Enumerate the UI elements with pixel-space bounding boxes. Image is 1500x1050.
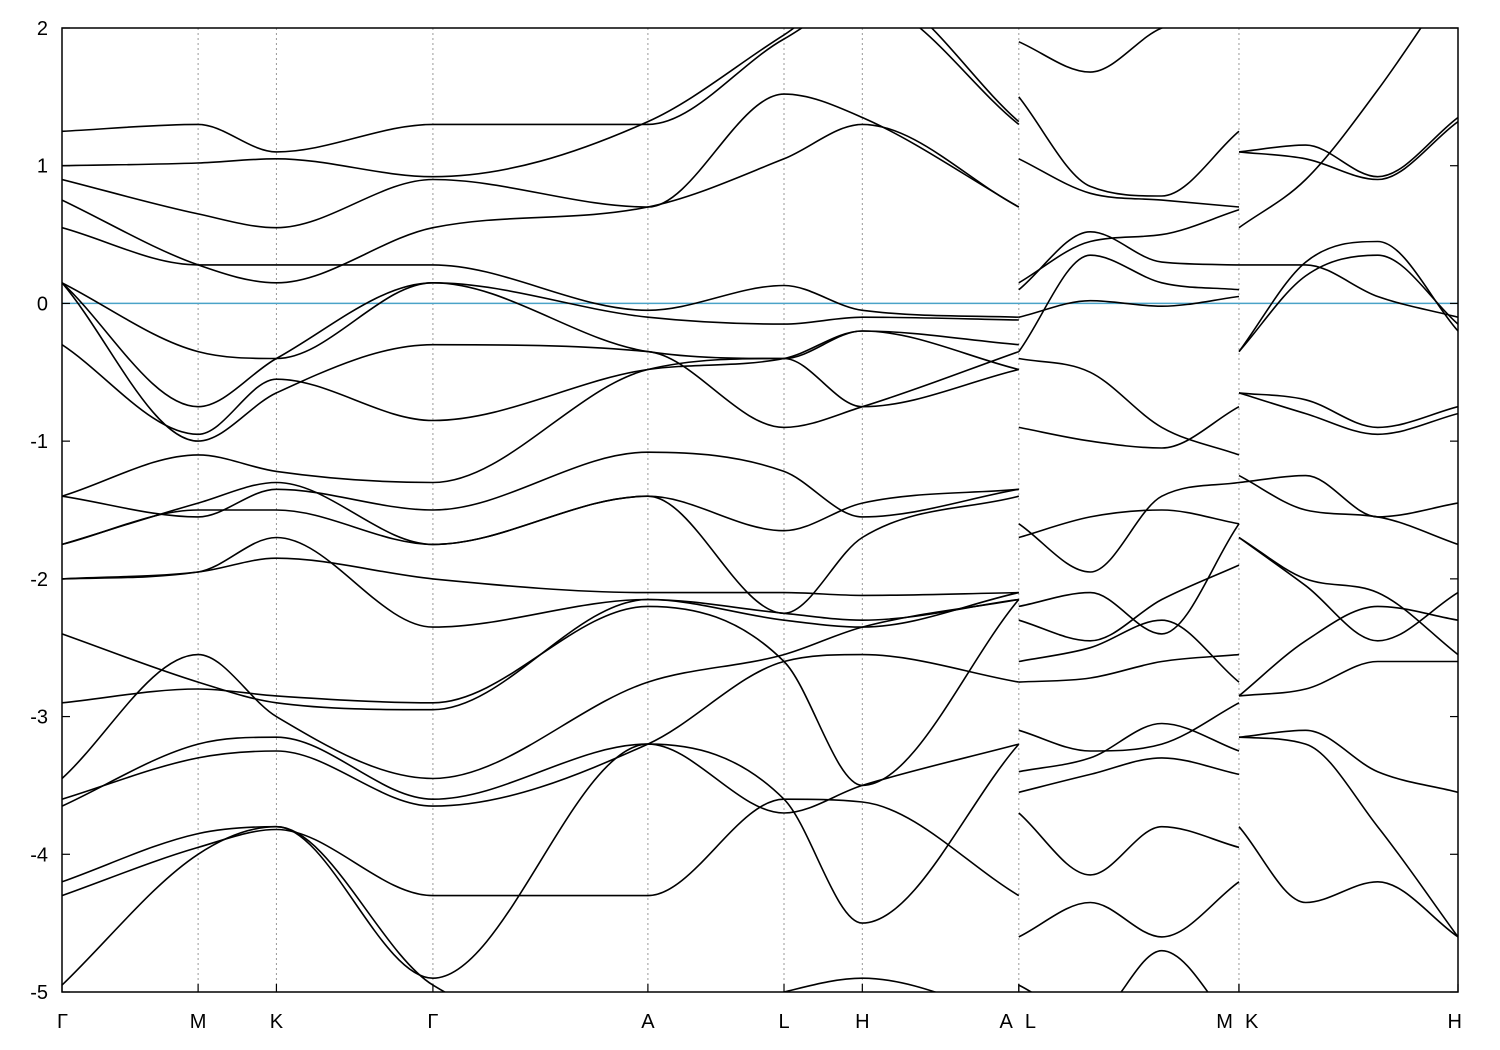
band-line-s0-b18 — [62, 226, 1019, 318]
band-line-s2-b13 — [1239, 264, 1458, 318]
band-line-s1-b19 — [1018, 96, 1240, 197]
band-line-s1-b13 — [1018, 357, 1240, 456]
band-line-s1-b11 — [1018, 481, 1240, 573]
band-line-s1-b12 — [1018, 405, 1240, 449]
band-line-s1-b7 — [1018, 619, 1240, 683]
kpoint-label: H — [855, 1011, 869, 1033]
band-line-s2-b2 — [1238, 729, 1458, 794]
band-line-s0-b2 — [62, 743, 1020, 980]
band-line-s0-b8 — [62, 557, 1019, 597]
y-tick-label: -1 — [30, 431, 48, 453]
kpoint-label: K — [270, 1011, 284, 1033]
band-line-s2-b9 — [1238, 392, 1458, 429]
band-line-s1-b15 — [1018, 295, 1240, 318]
y-tick-label: 0 — [37, 293, 48, 315]
band-line-s1-b18 — [1018, 158, 1240, 208]
band-line-s0-b11 — [62, 481, 1019, 546]
band-line-s0-b20 — [62, 93, 1020, 229]
y-tick-label: 1 — [37, 156, 48, 178]
band-line-s2-b10 — [1238, 392, 1458, 436]
band-line-s2-b14 — [1238, 28, 1422, 229]
kpoint-label: M — [1216, 1011, 1233, 1033]
kpoint-label: Γ — [57, 1011, 68, 1033]
y-tick-label: -5 — [30, 982, 48, 1004]
band-line-s1-b2 — [1018, 812, 1240, 876]
y-tick-label: 2 — [37, 18, 48, 40]
band-line-s0-b1 — [62, 798, 1020, 897]
band-line-s0-b21 — [62, 28, 1020, 178]
kpoint-label: H — [1448, 1011, 1462, 1033]
kpoint-label: L — [1025, 1011, 1036, 1033]
band-line-s1-b3 — [1018, 757, 1240, 794]
band-line-s2-b4 — [1238, 605, 1458, 697]
band-line-s0-b0 — [62, 825, 938, 992]
y-tick-label: -3 — [30, 707, 48, 729]
band-line-s1-b5 — [1018, 702, 1240, 752]
kpoint-label: A — [641, 1011, 655, 1033]
band-line-s2-b15 — [1238, 116, 1458, 178]
band-line-s1-b20 — [1018, 28, 1165, 73]
kpoint-label: A — [999, 1011, 1013, 1033]
grid-lines — [197, 28, 1240, 992]
band-line-s2-b8 — [1238, 474, 1458, 546]
band-line-s1-b0 — [1018, 949, 1209, 992]
band-line-s1-b8 — [1018, 564, 1240, 642]
band-line-s2-b7 — [1238, 474, 1458, 518]
band-line-s0-b14 — [62, 330, 1019, 436]
band-line-s2-b12 — [1238, 254, 1458, 353]
band-line-s1-b1 — [1018, 881, 1240, 938]
band-line-s0-b7 — [62, 591, 1019, 711]
band-line-s1-b17 — [1018, 209, 1240, 284]
band-line-s0-b5 — [62, 598, 1019, 780]
band-line-s2-b3 — [1238, 660, 1458, 697]
band-line-s2-b1 — [1238, 736, 1458, 938]
kpoint-label: K — [1245, 1011, 1259, 1033]
band-line-s0-b16 — [62, 281, 1019, 360]
y-tick-label: -2 — [30, 569, 48, 591]
band-line-s0-b19 — [62, 123, 1020, 284]
plot-frame — [61, 27, 1459, 993]
band-line-s1-b10 — [1018, 509, 1240, 539]
band-line-s2-b11 — [1238, 240, 1458, 353]
band-line-s0-b17 — [62, 281, 1019, 408]
y-tick-label: -4 — [30, 844, 48, 866]
band-line-s2-b5 — [1238, 536, 1458, 642]
band-line-s0-b4 — [62, 653, 1019, 807]
band-line-s0-b3 — [62, 736, 1020, 814]
kpoint-label: M — [190, 1011, 207, 1033]
band-line-s0-b9 — [62, 536, 1019, 628]
band-line-s0-b12 — [62, 451, 1019, 518]
band-line-s1-b6 — [1018, 653, 1240, 683]
band-line-s2-b6 — [1238, 536, 1458, 656]
kpoint-label: Γ — [427, 1011, 438, 1033]
band-line-s2-b0 — [1238, 826, 1458, 938]
band-line-s2-b16 — [1238, 120, 1458, 181]
band-line-s1-b4 — [1018, 722, 1240, 773]
band-line-s0-b15 — [62, 282, 1020, 442]
band-line-s1-b16 — [1018, 230, 1240, 291]
band-line-s0-b22 — [62, 28, 1020, 153]
y-axis-tick-labels: 2 1 0 -1 -2 -3 -4 -5 — [30, 18, 48, 1004]
kpoint-label: L — [778, 1011, 789, 1033]
band-line-s0-b13 — [62, 357, 1019, 497]
band-line-s1-b9 — [1018, 523, 1240, 635]
band-lines — [62, 28, 1458, 992]
band-line-s1-b14 — [1018, 254, 1240, 353]
